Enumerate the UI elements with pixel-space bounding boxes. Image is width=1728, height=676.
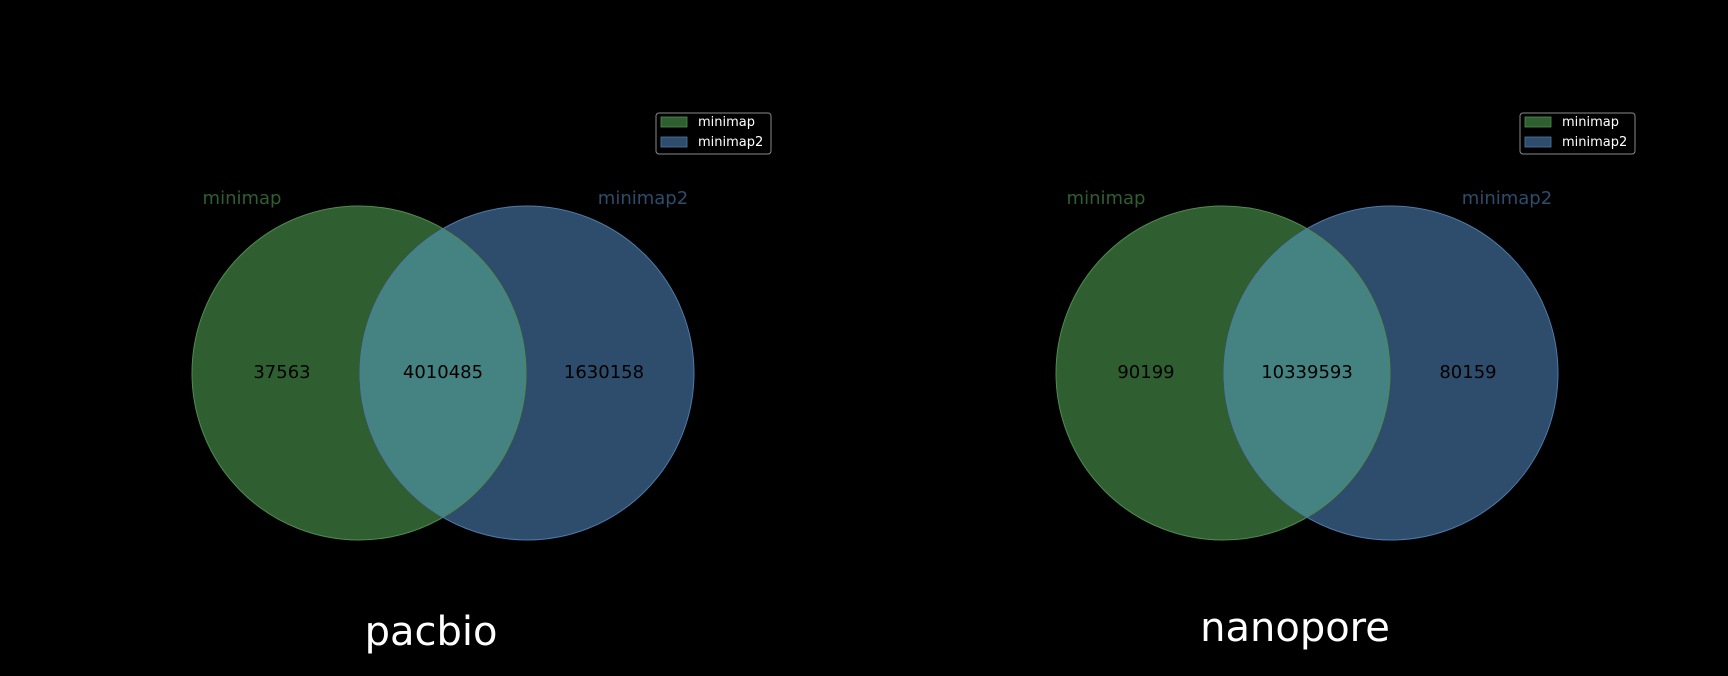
count-minimap2-only: 80159 <box>1439 362 1496 383</box>
panel-title: nanopore <box>1200 605 1390 651</box>
set-label-minimap2: minimap2 <box>598 188 688 209</box>
legend-swatch-minimap <box>660 116 688 128</box>
legend-swatch-minimap2 <box>660 136 688 148</box>
count-minimap-only: 90199 <box>1117 362 1174 383</box>
count-minimap-only: 37563 <box>253 362 310 383</box>
legend-entry-minimap: minimap <box>1562 115 1619 130</box>
legend-swatch-minimap <box>1524 116 1552 128</box>
panel-title: pacbio <box>365 609 498 655</box>
venn-overlap <box>1224 206 1390 540</box>
count-intersection: 10339593 <box>1261 362 1353 383</box>
legend-swatch-minimap2 <box>1524 136 1552 148</box>
venn-outline-b <box>359 205 695 541</box>
count-minimap2-only: 1630158 <box>564 362 644 383</box>
set-label-minimap2: minimap2 <box>1462 188 1552 209</box>
legend-entry-minimap2: minimap2 <box>1562 135 1627 150</box>
venn-panel-1: minimap minimap2 37563 4010485 1630158 pacbio… <box>191 112 772 655</box>
legend: minimap minimap2 <box>1519 112 1636 155</box>
venn-outline-a <box>1055 205 1391 541</box>
count-intersection: 4010485 <box>403 362 483 383</box>
legend-entry-minimap2: minimap2 <box>698 135 763 150</box>
legend-entry-minimap: minimap <box>698 115 755 130</box>
venn-outline-b <box>1223 205 1559 541</box>
venn-overlap <box>360 206 526 540</box>
set-label-minimap: minimap <box>1067 188 1146 209</box>
set-label-minimap: minimap <box>203 188 282 209</box>
legend: minimap minimap2 <box>655 112 772 155</box>
venn-panel-2: minimap minimap2 90199 10339593 80159 nanopor… <box>1055 112 1636 651</box>
venn-outline-a <box>191 205 527 541</box>
